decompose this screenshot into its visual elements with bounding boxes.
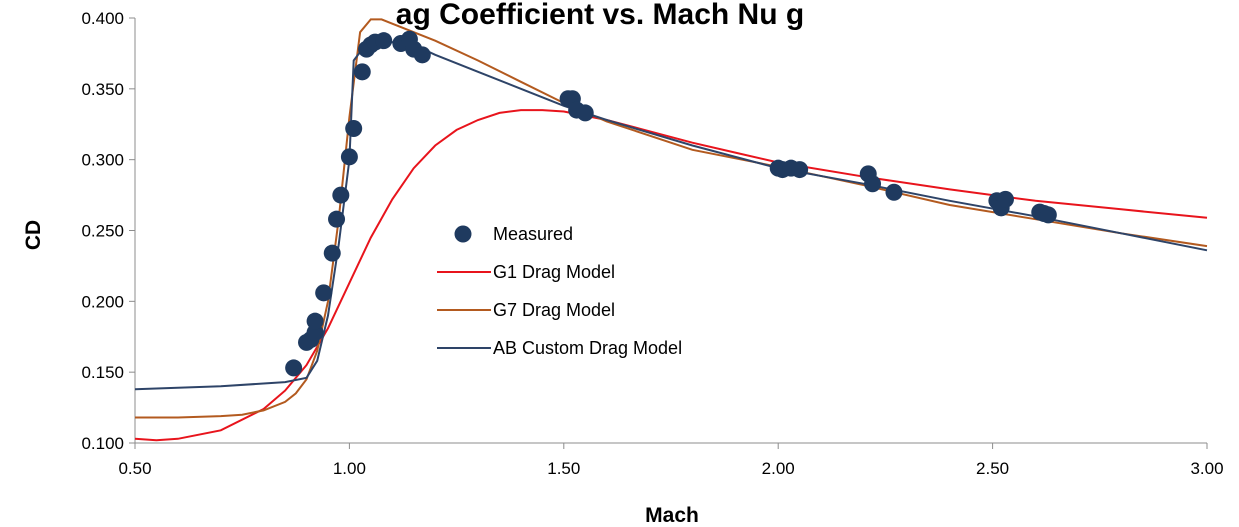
measured-point [413, 46, 431, 64]
measured-point [345, 120, 363, 137]
measured-point [885, 183, 903, 201]
measured-point [332, 186, 350, 204]
y-tick-label: 0.150 [81, 363, 124, 382]
measured-point [576, 104, 594, 122]
measured-point [375, 32, 393, 50]
x-tick-label: 2.00 [762, 459, 795, 478]
y-axis-title: CD [22, 220, 45, 250]
measured-point [340, 148, 358, 166]
y-tick-label: 0.300 [81, 151, 124, 170]
legend-label-g1-drag-model: G1 Drag Model [493, 262, 615, 282]
x-tick-label: 3.00 [1190, 459, 1223, 478]
measured-point [315, 284, 333, 302]
measured-point [323, 244, 341, 262]
measured-point [864, 175, 882, 193]
legend-label-measured: Measured [493, 224, 573, 244]
chart-title: ag Coefficient vs. Mach Nu g [396, 0, 804, 31]
x-tick-label: 1.50 [547, 459, 580, 478]
legend-label-g7-drag-model: G7 Drag Model [493, 300, 615, 320]
measured-point [353, 63, 371, 81]
measured-point [996, 190, 1014, 208]
y-tick-label: 0.250 [81, 222, 124, 241]
legend-marker-measured [454, 225, 472, 243]
measured-point [285, 359, 303, 377]
y-tick-label: 0.200 [81, 292, 124, 311]
x-axis-title: Mach [645, 504, 699, 527]
measured-point [1039, 206, 1057, 224]
measured-point [306, 312, 324, 330]
legend-label-ab-custom-drag-model: AB Custom Drag Model [493, 338, 682, 358]
plot-area: 0.100 0.150 0.200 0.250 0.300 0.350 0.400 0.50 1… [81, 9, 1223, 478]
legend: Measured G1 Drag Model G7 Drag Model AB Cus… [437, 224, 682, 358]
y-tick-label: 0.400 [81, 9, 124, 28]
series-line-g1-drag-model [134, 109, 1208, 442]
y-tick-label: 0.350 [81, 80, 124, 99]
y-tick-label: 0.100 [81, 434, 124, 453]
x-tick-label: 2.50 [976, 459, 1009, 478]
measured-point [328, 210, 346, 228]
measured-point [791, 161, 809, 179]
series-line-ab-custom-drag-model [134, 41, 1208, 391]
x-tick-label: 1.00 [333, 459, 366, 478]
x-tick-label: 0.50 [118, 459, 151, 478]
